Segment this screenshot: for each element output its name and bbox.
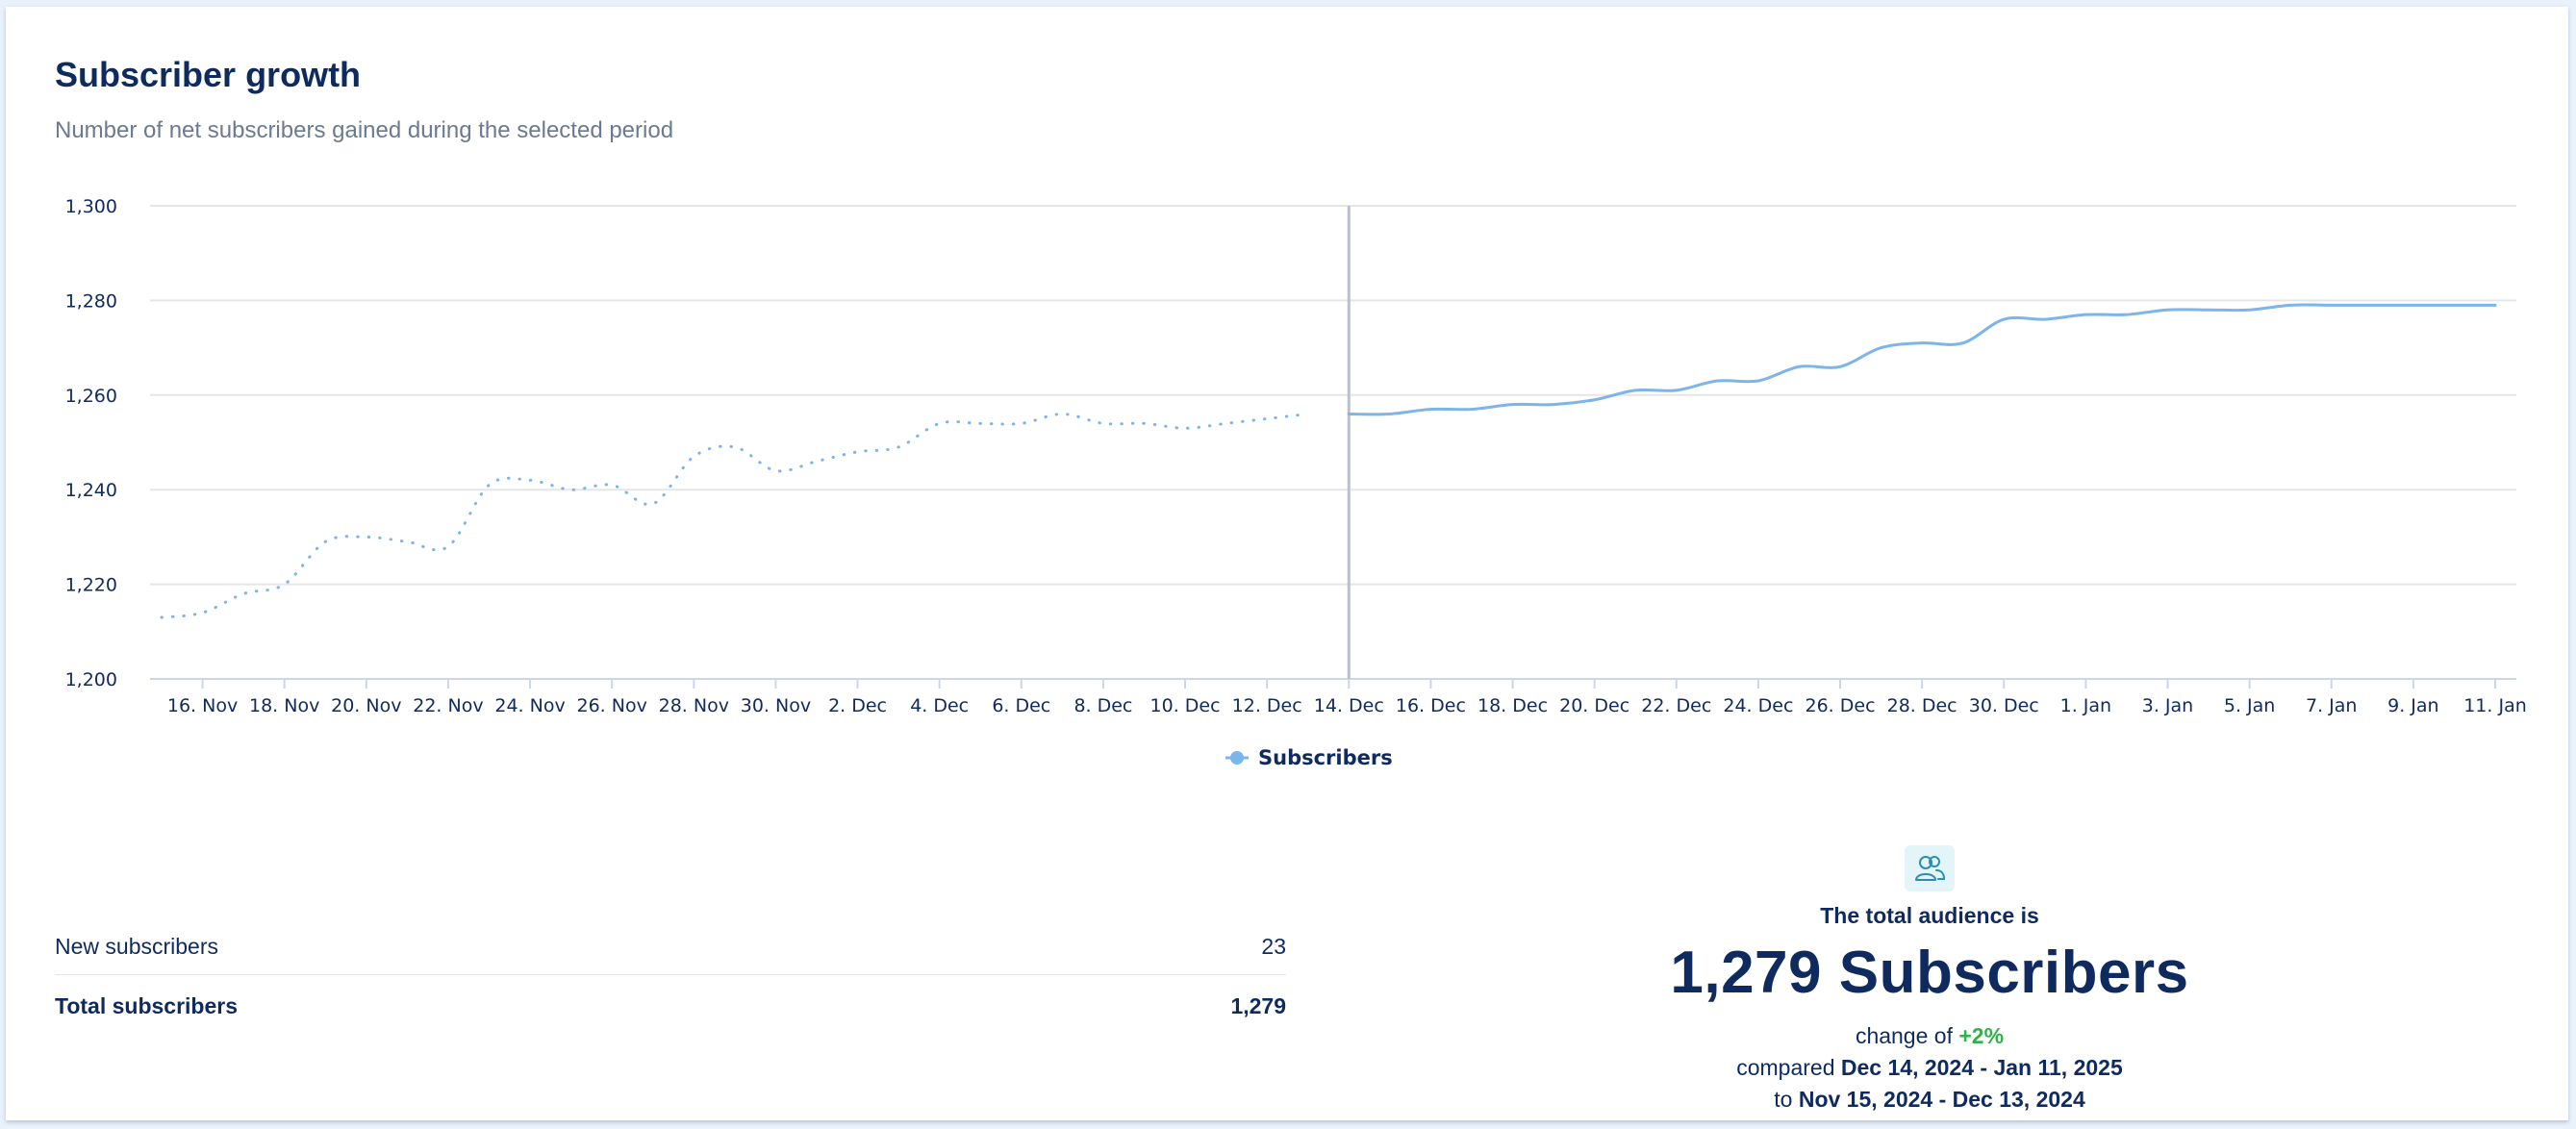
chart-subtitle: Number of net subscribers gained during … <box>55 117 674 143</box>
x-tick-label: 22. Dec <box>1641 695 1711 716</box>
compared-line: compared Dec 14, 2024 - Jan 11, 2025 <box>1564 1052 2295 1084</box>
subscriber-growth-card: Subscriber growth Number of net subscrib… <box>6 7 2568 1120</box>
new-subscribers-value: 23 <box>1261 933 1286 959</box>
x-tick-label: 28. Dec <box>1887 695 1957 716</box>
audience-summary: The total audience is 1,279 Subscribers … <box>1564 845 2295 1116</box>
compared-prefix: compared <box>1736 1055 1841 1080</box>
series-line-selected <box>1347 303 2497 416</box>
to-range: Nov 15, 2024 - Dec 13, 2024 <box>1798 1087 2085 1112</box>
change-line: change of +2% <box>1564 1020 2295 1052</box>
x-tick-label: 11. Jan <box>2463 695 2527 716</box>
x-tick-label: 14. Dec <box>1314 695 1384 716</box>
change-prefix: change of <box>1855 1023 1959 1048</box>
y-tick-label: 1,280 <box>65 290 117 312</box>
x-tick-label: 24. Nov <box>494 695 565 716</box>
y-tick-label: 1,300 <box>65 196 117 217</box>
x-tick-label: 8. Dec <box>1073 695 1132 716</box>
x-tick-label: 16. Nov <box>167 695 238 716</box>
to-line: to Nov 15, 2024 - Dec 13, 2024 <box>1564 1084 2295 1116</box>
x-tick-label: 9. Jan <box>2387 695 2438 716</box>
x-tick-label: 12. Dec <box>1232 695 1302 716</box>
subscriber-growth-chart: 1,200 1,220 1,240 1,260 1,280 1,300 16. Nov 18.… <box>65 196 2527 769</box>
x-tick-label: 30. Dec <box>1969 695 2039 716</box>
x-tick-label: 16. Dec <box>1396 695 1466 716</box>
total-subscribers-value: 1,279 <box>1230 992 1286 1018</box>
x-tick-label: 22. Nov <box>413 695 483 716</box>
audience-total: 1,279 Subscribers <box>1670 940 2189 1006</box>
new-subscribers-label: New subscribers <box>55 933 218 959</box>
users-icon <box>1905 845 1955 891</box>
x-tick-label: 10. Dec <box>1150 695 1221 716</box>
x-tick-label: 1. Jan <box>2060 695 2111 716</box>
y-tick-label: 1,240 <box>65 480 117 501</box>
x-tick-label: 20. Dec <box>1559 695 1629 716</box>
chart-title: Subscriber growth <box>55 55 362 94</box>
x-tick-label: 20. Nov <box>331 695 401 716</box>
x-tick-label: 4. Dec <box>910 695 969 716</box>
audience-intro: The total audience is <box>1820 903 2039 928</box>
x-tick-label: 6. Dec <box>992 695 1050 716</box>
x-tick-label: 2. Dec <box>828 695 887 716</box>
x-tick-label: 24. Dec <box>1723 695 1793 716</box>
stat-row-new-subscribers: New subscribers 23 <box>55 918 1286 975</box>
y-tick-label: 1,220 <box>65 575 117 596</box>
stat-row-total-subscribers: Total subscribers 1,279 <box>55 978 1286 1034</box>
x-tick-label: 18. Nov <box>249 695 319 716</box>
change-value: +2% <box>1958 1023 2005 1048</box>
x-tick-label: 28. Nov <box>659 695 729 716</box>
legend-label: Subscribers <box>1258 746 1393 769</box>
x-tick-label: 7. Jan <box>2306 695 2357 716</box>
y-tick-label: 1,200 <box>65 669 117 690</box>
x-tick-label: 26. Nov <box>577 695 647 716</box>
compared-range: Dec 14, 2024 - Jan 11, 2025 <box>1840 1055 2123 1080</box>
y-tick-label: 1,260 <box>65 386 117 407</box>
x-tick-label: 18. Dec <box>1477 695 1548 716</box>
x-tick-label: 3. Jan <box>2142 695 2193 716</box>
x-tick-label: 26. Dec <box>1806 695 1876 716</box>
total-subscribers-label: Total subscribers <box>55 992 239 1018</box>
to-prefix: to <box>1774 1087 1799 1112</box>
x-tick-label: 5. Jan <box>2224 695 2275 716</box>
legend-marker <box>1230 751 1244 765</box>
x-tick-label: 30. Nov <box>741 695 811 716</box>
series-line-comparison <box>160 412 1310 619</box>
